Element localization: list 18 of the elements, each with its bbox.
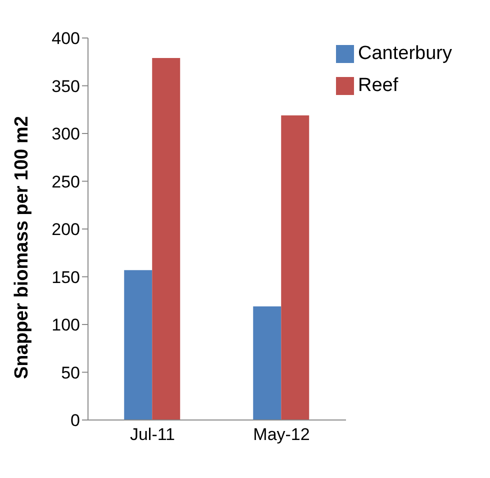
- y-tick-label: 400: [52, 29, 80, 48]
- x-tick-label: May-12: [253, 425, 310, 444]
- y-tick-label: 200: [52, 220, 80, 240]
- bar: [253, 306, 282, 420]
- y-tick-label: 250: [52, 172, 80, 192]
- y-tick-label: 100: [52, 316, 80, 335]
- x-tick-label: Jul-11: [130, 425, 176, 444]
- y-tick-label: 150: [52, 268, 80, 287]
- y-tick-label: 300: [52, 124, 80, 144]
- y-tick-label: 350: [52, 76, 80, 96]
- bar: [152, 58, 180, 420]
- y-axis-title: Snapper biomass per 100 m2: [12, 116, 33, 379]
- y-tick-label: 50: [61, 363, 80, 382]
- bar: [124, 270, 152, 420]
- legend-label: Reef: [358, 75, 398, 96]
- y-tick-label: 0: [70, 411, 80, 430]
- legend-label: Canterbury: [358, 43, 452, 64]
- bar: [281, 115, 310, 420]
